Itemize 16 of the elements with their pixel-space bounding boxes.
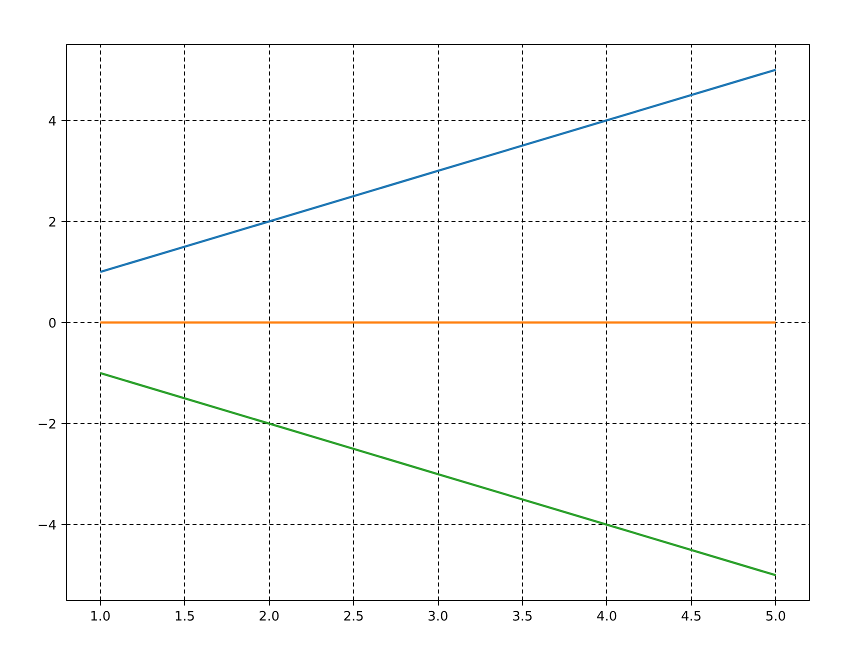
line-series	[99, 68, 777, 274]
y-tick-label: 4	[48, 114, 57, 130]
y-tick-label: 0	[48, 316, 57, 332]
x-tick-label: 2.5	[343, 610, 364, 624]
x-tick-label: 1.0	[90, 610, 111, 624]
y-tick-label: 2	[48, 215, 57, 230]
x-tick-label: 2.0	[258, 610, 280, 624]
x-tick-label: 5.0	[765, 610, 786, 624]
x-tick-label: 4.0	[596, 610, 618, 624]
x-tick-label: 4.5	[680, 610, 702, 624]
y-tick-label: −2	[37, 418, 57, 433]
x-tick-label: 1.5	[174, 610, 196, 624]
y-tick-label: −4	[37, 518, 57, 534]
x-tick-label: 3.0	[428, 610, 448, 624]
line-series	[99, 372, 777, 576]
x-tick-label: 3.5	[512, 610, 533, 624]
